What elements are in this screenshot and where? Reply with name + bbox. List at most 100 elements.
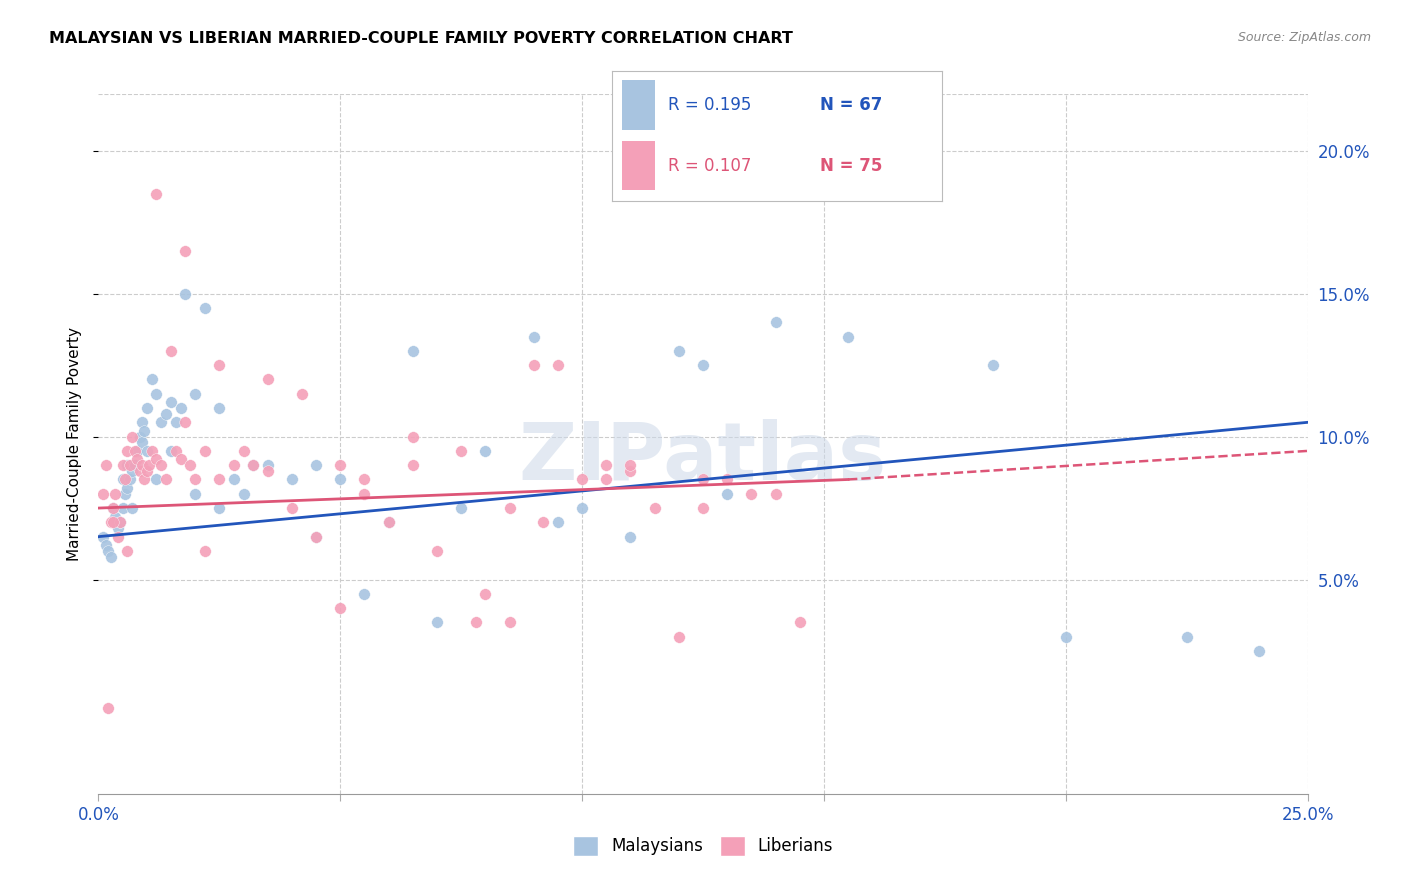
Point	[124, 458, 146, 473]
Point	[523, 358, 546, 372]
Point	[692, 358, 714, 372]
Text: Source: ZipAtlas.com: Source: ZipAtlas.com	[1237, 31, 1371, 45]
Point	[174, 286, 197, 301]
Point	[353, 473, 375, 487]
Point	[619, 464, 641, 478]
Point	[765, 315, 787, 329]
Point	[232, 444, 254, 458]
Point	[208, 473, 231, 487]
Point	[377, 516, 399, 530]
Y-axis label: Married-Couple Family Poverty: Married-Couple Family Poverty	[67, 326, 83, 561]
Point	[135, 401, 157, 415]
Point	[222, 458, 245, 473]
Point	[450, 501, 472, 516]
Point	[104, 487, 127, 501]
Point	[107, 521, 129, 535]
Point	[619, 458, 641, 473]
Text: R = 0.107: R = 0.107	[668, 157, 751, 175]
Point	[281, 501, 304, 516]
Point	[160, 343, 183, 358]
Point	[619, 530, 641, 544]
Point	[131, 435, 153, 450]
Point	[305, 530, 328, 544]
Point	[208, 401, 231, 415]
Point	[450, 444, 472, 458]
Point	[692, 473, 714, 487]
Point	[595, 473, 617, 487]
Point	[290, 386, 312, 401]
Point	[135, 464, 157, 478]
Point	[256, 458, 278, 473]
Point	[138, 458, 160, 473]
Point	[668, 343, 690, 358]
Point	[121, 429, 143, 443]
Point	[1249, 644, 1271, 658]
Point	[127, 444, 149, 458]
Point	[104, 509, 127, 524]
Text: MALAYSIAN VS LIBERIAN MARRIED-COUPLE FAMILY POVERTY CORRELATION CHART: MALAYSIAN VS LIBERIAN MARRIED-COUPLE FAM…	[49, 31, 793, 46]
Point	[135, 444, 157, 458]
Point	[232, 487, 254, 501]
Point	[1175, 630, 1198, 644]
Point	[118, 473, 141, 487]
Point	[329, 473, 352, 487]
Point	[114, 487, 136, 501]
Point	[242, 458, 264, 473]
Point	[100, 516, 122, 530]
Point	[208, 501, 231, 516]
Point	[145, 386, 167, 401]
Text: ZIPatlas: ZIPatlas	[519, 418, 887, 497]
Point	[464, 615, 486, 630]
Point	[131, 415, 153, 429]
Point	[111, 501, 134, 516]
Point	[121, 464, 143, 478]
Point	[498, 615, 520, 630]
Point	[97, 701, 120, 715]
Point	[571, 473, 593, 487]
Text: N = 75: N = 75	[820, 157, 882, 175]
Point	[426, 544, 449, 558]
Point	[107, 530, 129, 544]
Point	[765, 487, 787, 501]
Point	[118, 458, 141, 473]
Point	[114, 473, 136, 487]
Point	[353, 587, 375, 601]
Point	[160, 395, 183, 409]
Point	[127, 452, 149, 467]
Point	[256, 464, 278, 478]
Point	[111, 473, 134, 487]
Point	[402, 429, 425, 443]
Point	[111, 458, 134, 473]
Point	[169, 401, 191, 415]
Point	[353, 487, 375, 501]
Point	[1054, 630, 1077, 644]
Point	[644, 501, 666, 516]
Point	[124, 444, 146, 458]
Point	[145, 452, 167, 467]
Point	[117, 544, 139, 558]
Point	[145, 473, 167, 487]
Point	[789, 615, 811, 630]
Point	[121, 501, 143, 516]
Point	[91, 530, 114, 544]
Point	[174, 244, 197, 258]
Point	[242, 458, 264, 473]
Point	[571, 501, 593, 516]
Point	[100, 549, 122, 564]
Point	[184, 386, 207, 401]
Point	[474, 444, 496, 458]
Bar	[621, 80, 655, 129]
Point	[716, 473, 738, 487]
Point	[474, 587, 496, 601]
Point	[547, 358, 569, 372]
Point	[134, 424, 156, 438]
Point	[377, 516, 399, 530]
Point	[128, 429, 150, 443]
Point	[523, 329, 546, 343]
Point	[94, 458, 117, 473]
Point	[194, 544, 217, 558]
Point	[184, 487, 207, 501]
Point	[222, 473, 245, 487]
Point	[692, 501, 714, 516]
Point	[281, 473, 304, 487]
